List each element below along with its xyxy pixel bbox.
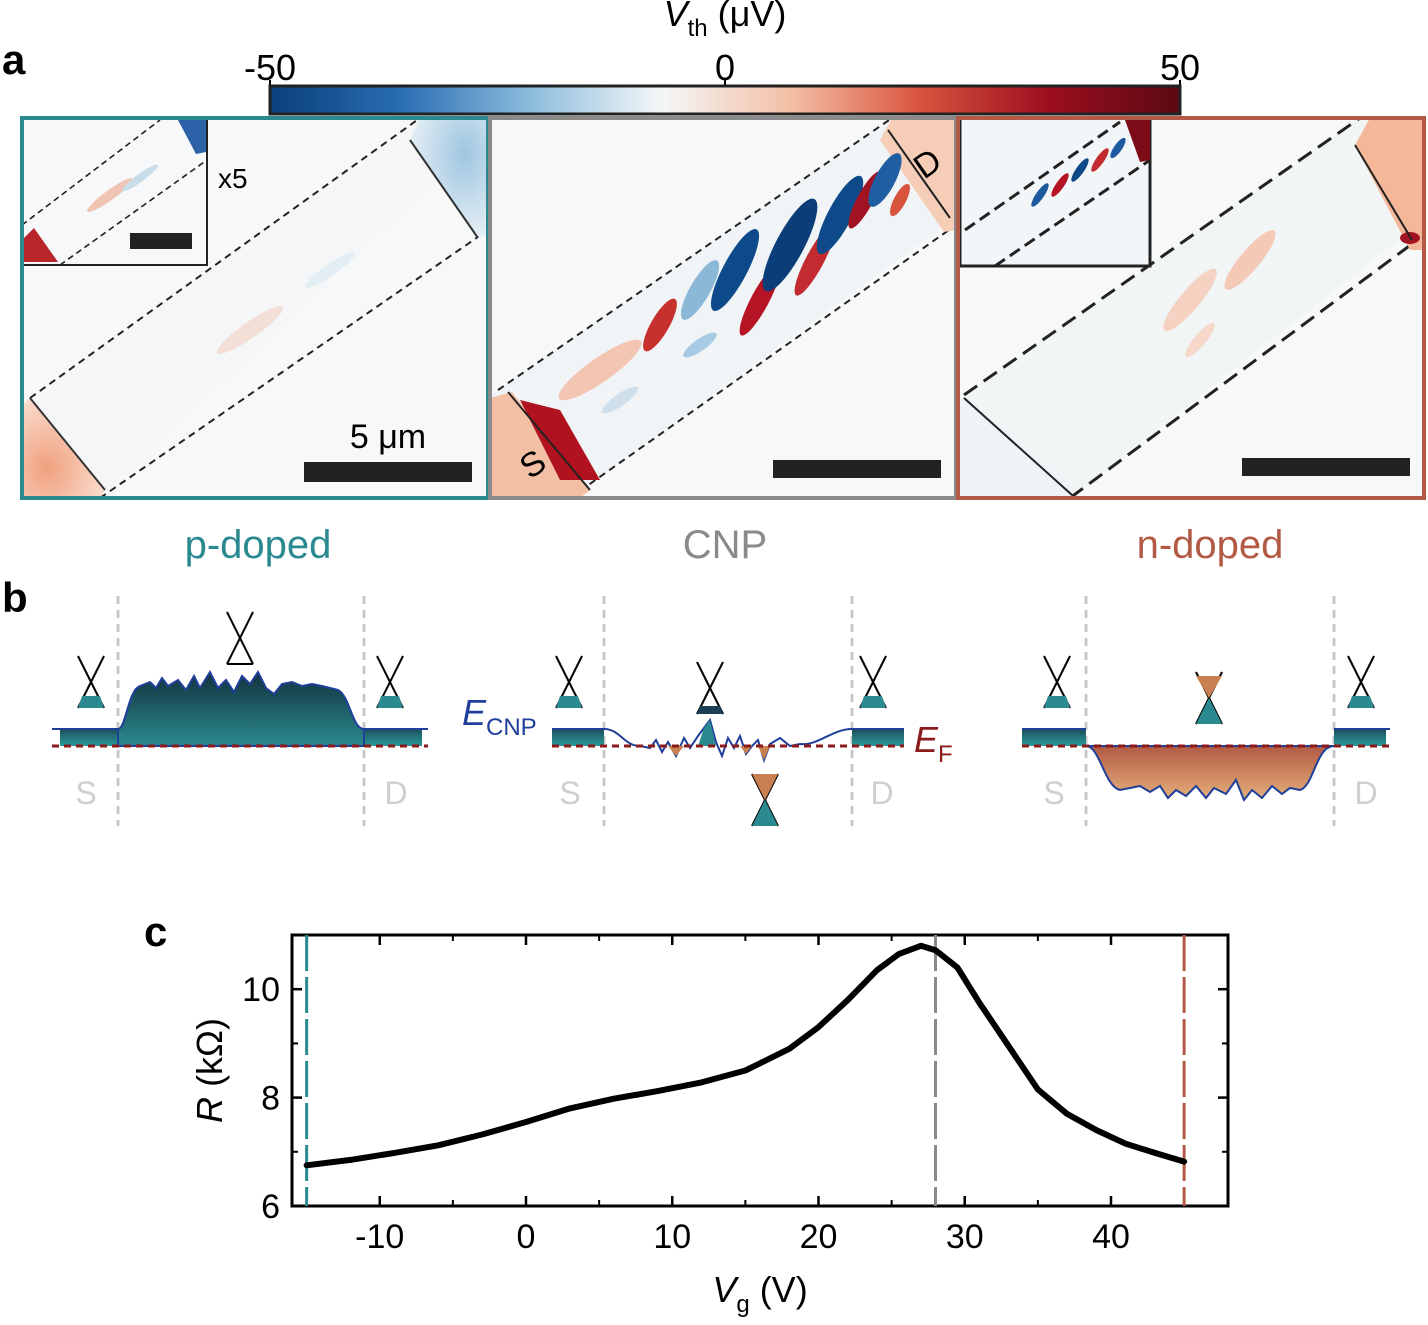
contact-label-d: D bbox=[384, 775, 407, 811]
data-point bbox=[393, 1152, 395, 1154]
panel-label-b: b bbox=[2, 574, 28, 621]
label-p-doped: p-doped bbox=[185, 523, 332, 567]
x-tick-label: 30 bbox=[946, 1218, 984, 1256]
data-point bbox=[978, 1002, 980, 1004]
x-tick-label: 10 bbox=[653, 1218, 691, 1256]
data-point bbox=[920, 945, 922, 947]
scalebar bbox=[773, 460, 941, 478]
data-point bbox=[935, 949, 936, 951]
x-tick-label: 0 bbox=[517, 1218, 536, 1256]
band-diagram-cnp: ECNP EF S D bbox=[462, 596, 953, 827]
y-tick-label: 10 bbox=[242, 971, 280, 1009]
y-axis-label: R (kΩ) bbox=[189, 1018, 230, 1123]
x-tick-label: 20 bbox=[800, 1218, 838, 1256]
x-tick-label: 40 bbox=[1092, 1218, 1130, 1256]
contact-label-d: D bbox=[1354, 775, 1377, 811]
dirac-cone-icon bbox=[226, 611, 254, 665]
data-point bbox=[1125, 1143, 1127, 1145]
thermovoltage-speckles bbox=[558, 153, 910, 414]
data-point bbox=[569, 1107, 571, 1109]
y-tick-label: 6 bbox=[261, 1188, 280, 1226]
plot-frame bbox=[290, 933, 1230, 1208]
data-point bbox=[818, 1026, 819, 1028]
map-p-doped: x5 5 μm bbox=[20, 116, 490, 500]
dirac-cone-icon bbox=[1347, 655, 1375, 709]
data-point bbox=[525, 1121, 527, 1123]
data-point bbox=[876, 969, 878, 971]
panel-label-a: a bbox=[2, 36, 26, 83]
colorbar-tick-mid: 0 bbox=[715, 47, 735, 88]
dirac-cone-icon bbox=[751, 773, 779, 827]
data-point bbox=[1066, 1113, 1068, 1115]
colorbar-title: Vth (μV) bbox=[664, 0, 787, 42]
panel-label-c: c bbox=[144, 908, 167, 955]
data-point bbox=[701, 1081, 702, 1083]
band-diagram-p-doped: S D bbox=[52, 596, 428, 826]
band-diagram-n-doped: S D bbox=[1022, 596, 1390, 826]
data-point bbox=[481, 1133, 483, 1135]
scalebar bbox=[304, 462, 472, 482]
ecnp-label: ECNP bbox=[462, 692, 537, 741]
data-point bbox=[956, 967, 958, 969]
dirac-cone-icon bbox=[555, 655, 583, 709]
data-point bbox=[437, 1144, 439, 1146]
data-point bbox=[350, 1159, 351, 1161]
dirac-cone-icon bbox=[696, 661, 724, 715]
dirac-cone-icon bbox=[1195, 671, 1223, 725]
data-point bbox=[613, 1098, 615, 1100]
dirac-cone-icon bbox=[859, 655, 887, 709]
label-n-doped: n-doped bbox=[1137, 523, 1284, 567]
contact-label-d: D bbox=[870, 775, 893, 811]
x-tick-label: -10 bbox=[355, 1218, 404, 1256]
inset-scalebar bbox=[130, 233, 192, 249]
ef-label: EF bbox=[914, 719, 953, 768]
contact-label-s: S bbox=[1043, 775, 1064, 811]
data-point bbox=[1037, 1088, 1039, 1090]
map-cnp: S D bbox=[488, 116, 958, 500]
data-point bbox=[847, 999, 849, 1001]
scalebar bbox=[1242, 458, 1410, 476]
data-point bbox=[898, 953, 900, 955]
dirac-cone-icon bbox=[77, 655, 105, 709]
contact-label-s: S bbox=[559, 775, 580, 811]
resistance-chart: -10 0 10 20 30 40 6 8 10 Vg (V) R (kΩ) bbox=[189, 933, 1230, 1318]
dirac-cone-icon bbox=[376, 655, 404, 709]
resistance-curve bbox=[303, 942, 1188, 1169]
data-point bbox=[1154, 1152, 1156, 1154]
data-point bbox=[788, 1048, 790, 1050]
colorbar: Vth (μV) -50 0 50 bbox=[244, 0, 1200, 116]
data-point bbox=[744, 1070, 746, 1071]
data-point bbox=[306, 1164, 308, 1166]
data-point bbox=[657, 1090, 659, 1092]
dirac-cone-icon bbox=[1043, 655, 1071, 709]
y-tick-label: 8 bbox=[261, 1080, 280, 1118]
inset-factor: x5 bbox=[218, 163, 248, 194]
contact-label-s: S bbox=[75, 775, 96, 811]
colorbar-gradient bbox=[268, 84, 1182, 116]
data-point bbox=[1183, 1161, 1185, 1163]
scalebar-label: 5 μm bbox=[350, 418, 426, 456]
x-axis-label: Vg (V) bbox=[712, 1269, 807, 1318]
data-point bbox=[1095, 1129, 1097, 1131]
map-frame bbox=[956, 116, 1426, 500]
label-cnp: CNP bbox=[683, 523, 767, 567]
map-n-doped bbox=[956, 116, 1426, 500]
data-point bbox=[1008, 1045, 1010, 1047]
